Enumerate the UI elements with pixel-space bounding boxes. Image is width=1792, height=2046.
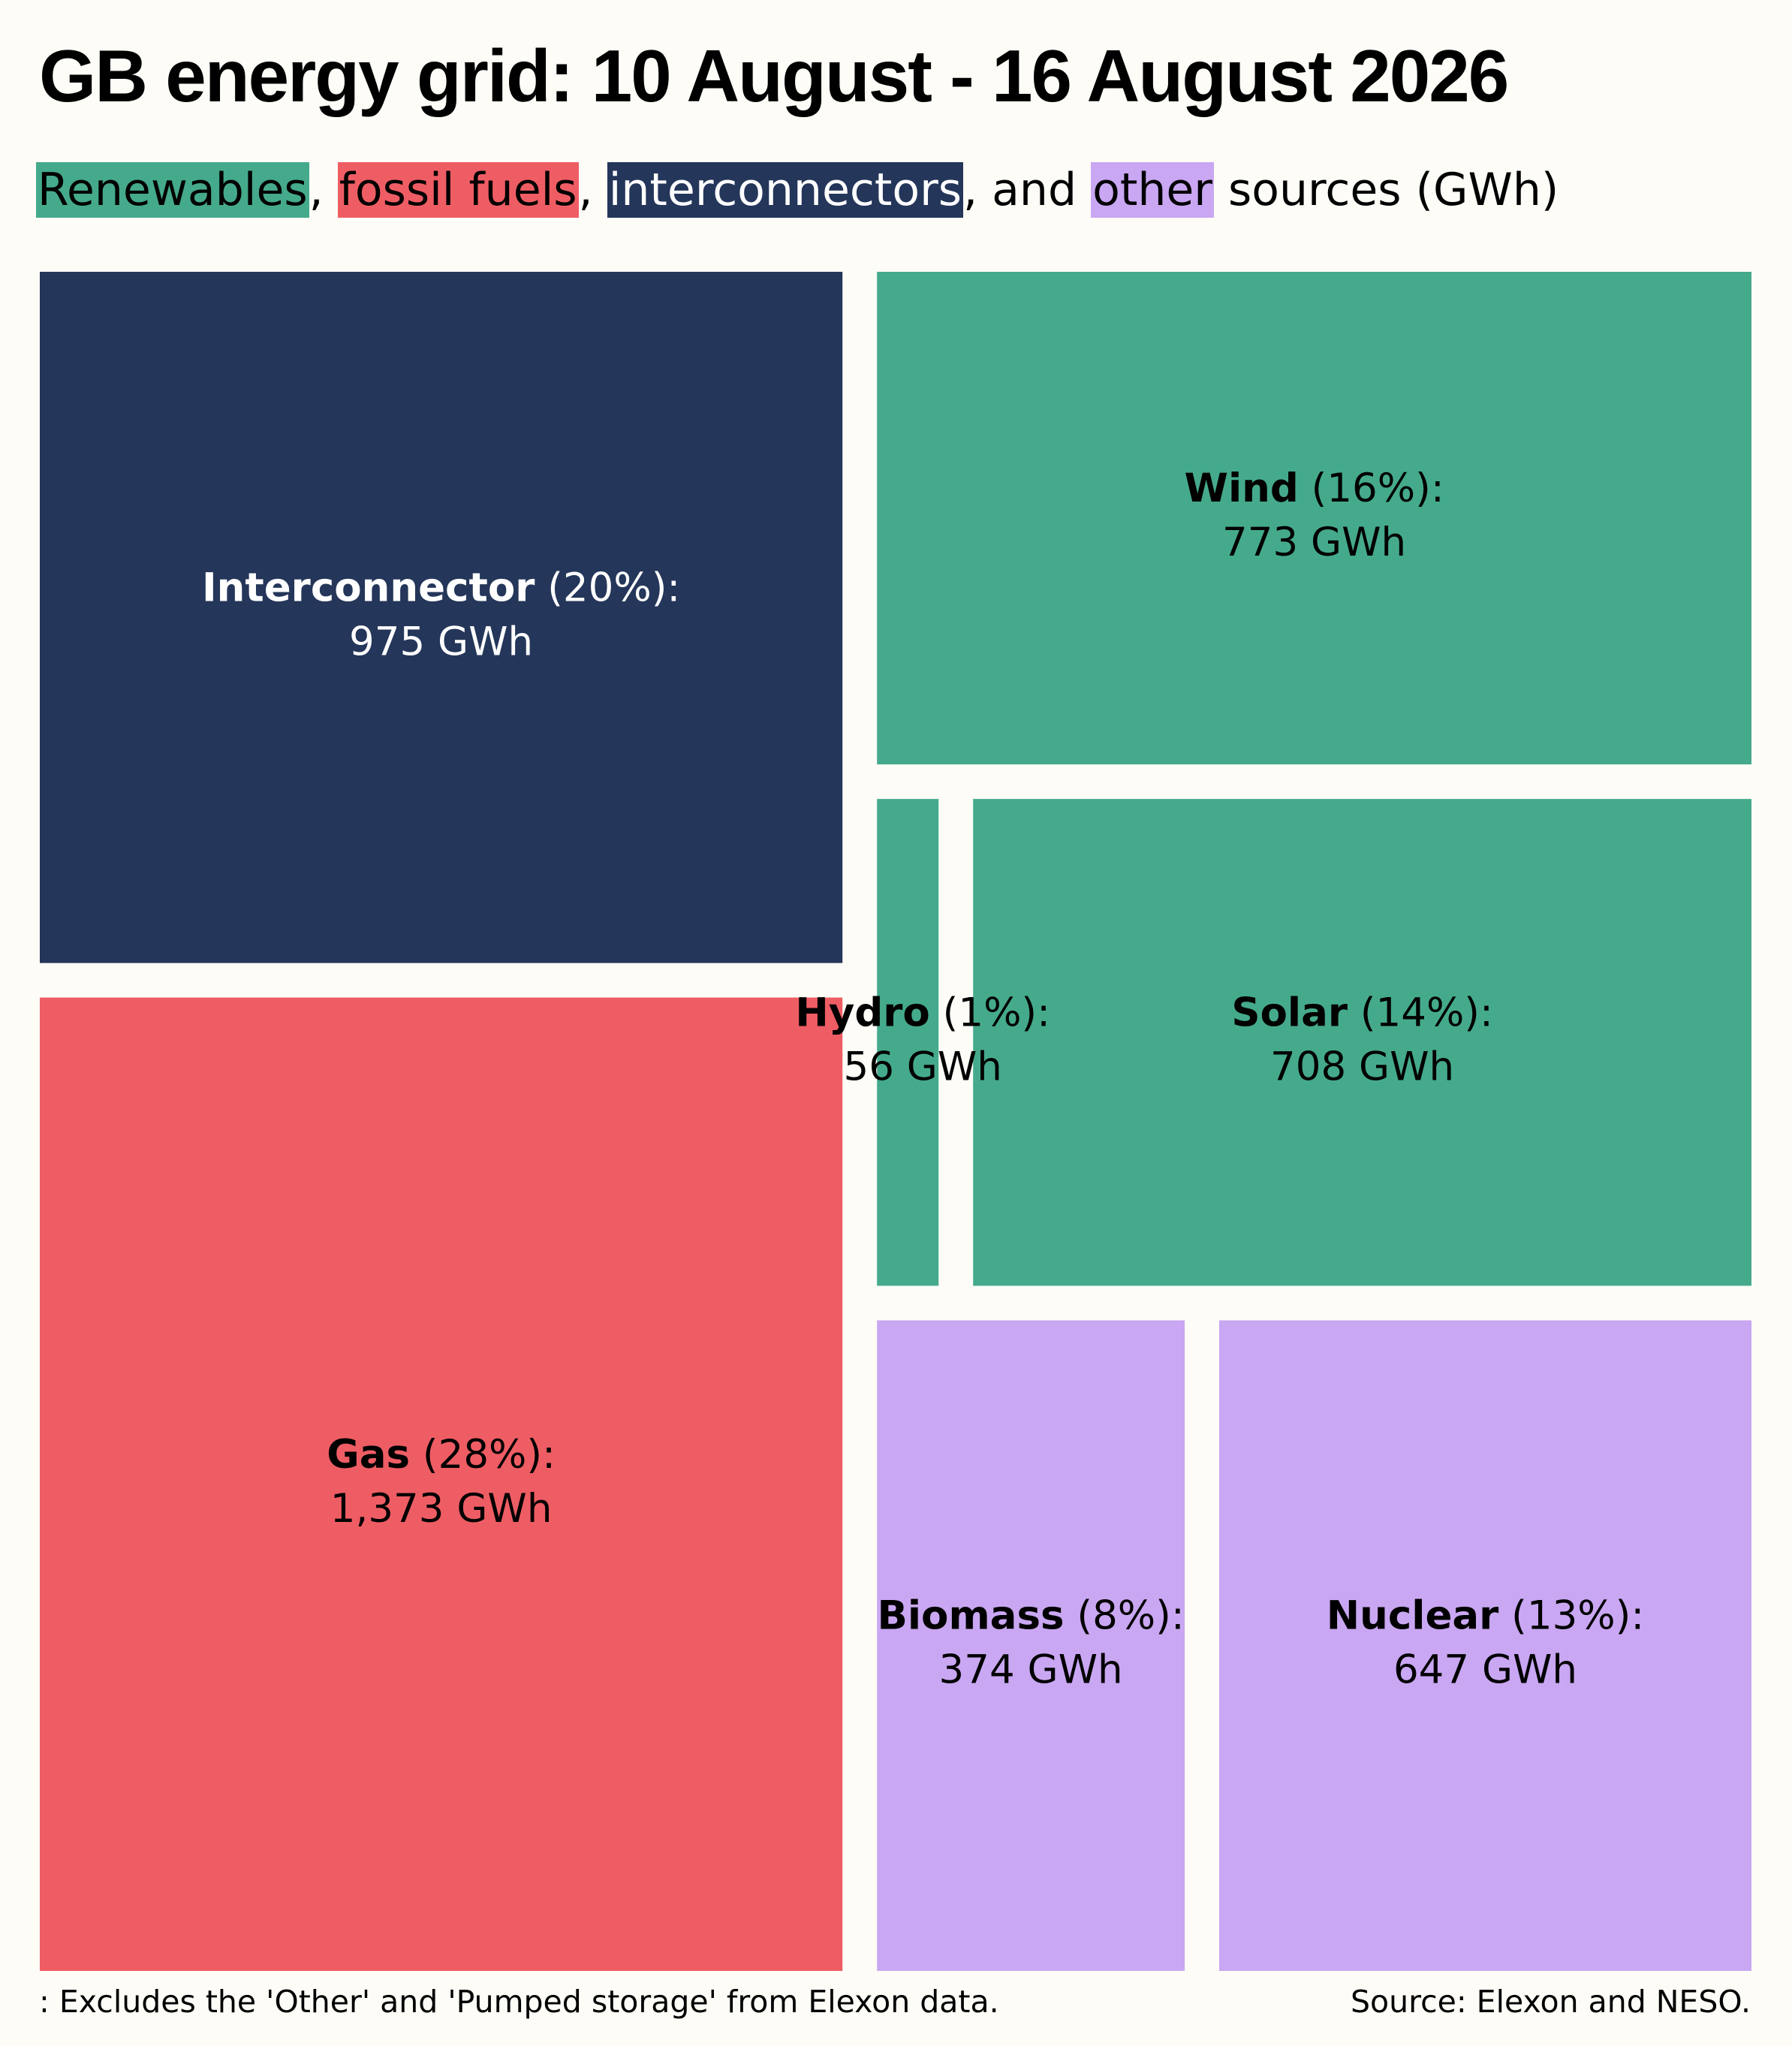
treemap-label-biomass: Biomass (8%): <box>877 1593 1184 1639</box>
treemap-value-biomass: 374 GWh <box>939 1647 1123 1693</box>
treemap-label-solar: Solar (14%): <box>1231 990 1493 1035</box>
footer-source: Source: Elexon and NESO. <box>1351 1984 1751 2020</box>
treemap-value-interconnector: 975 GWh <box>349 619 533 664</box>
treemap-value-hydro: 56 GWh <box>844 1044 1002 1089</box>
legend-other: other <box>1091 162 1214 218</box>
treemap-label-wind: Wind (16%): <box>1185 466 1444 511</box>
legend-renewables: Renewables <box>36 162 309 218</box>
treemap-tile-solar <box>973 799 1751 1286</box>
legend-fossil-fuels: fossil fuels <box>337 162 579 218</box>
chart-subtitle: Renewables, fossil fuels, interconnector… <box>36 160 1559 220</box>
treemap-tile-biomass <box>877 1320 1185 1971</box>
subtitle-sep-2: , <box>578 164 607 216</box>
treemap-tile-nuclear <box>1219 1320 1751 1971</box>
subtitle-sep-3: , and <box>963 164 1092 216</box>
treemap-value-nuclear: 647 GWh <box>1393 1647 1577 1693</box>
chart-title: GB energy grid: 10 August - 16 August 20… <box>39 35 1509 117</box>
treemap-tile-interconnector <box>40 272 843 963</box>
treemap-tile-hydro <box>877 799 939 1286</box>
treemap-label-nuclear: Nuclear (13%): <box>1327 1593 1644 1639</box>
subtitle-rest: sources (GWh) <box>1213 164 1559 216</box>
treemap-value-gas: 1,373 GWh <box>330 1486 553 1532</box>
footer-note: : Excludes the 'Other' and 'Pumped stora… <box>39 1984 999 2020</box>
treemap-label-interconnector: Interconnector (20%): <box>202 565 680 610</box>
treemap-label-hydro: Hydro (1%): <box>795 990 1050 1035</box>
legend-interconnectors: interconnectors <box>607 162 964 218</box>
treemap-tile-wind <box>877 272 1751 765</box>
treemap-label-gas: Gas (28%): <box>327 1432 556 1478</box>
subtitle-sep-1: , <box>309 164 338 216</box>
treemap-tile-gas <box>40 997 843 1971</box>
treemap-value-solar: 708 GWh <box>1270 1044 1454 1089</box>
treemap-value-wind: 773 GWh <box>1222 520 1406 565</box>
